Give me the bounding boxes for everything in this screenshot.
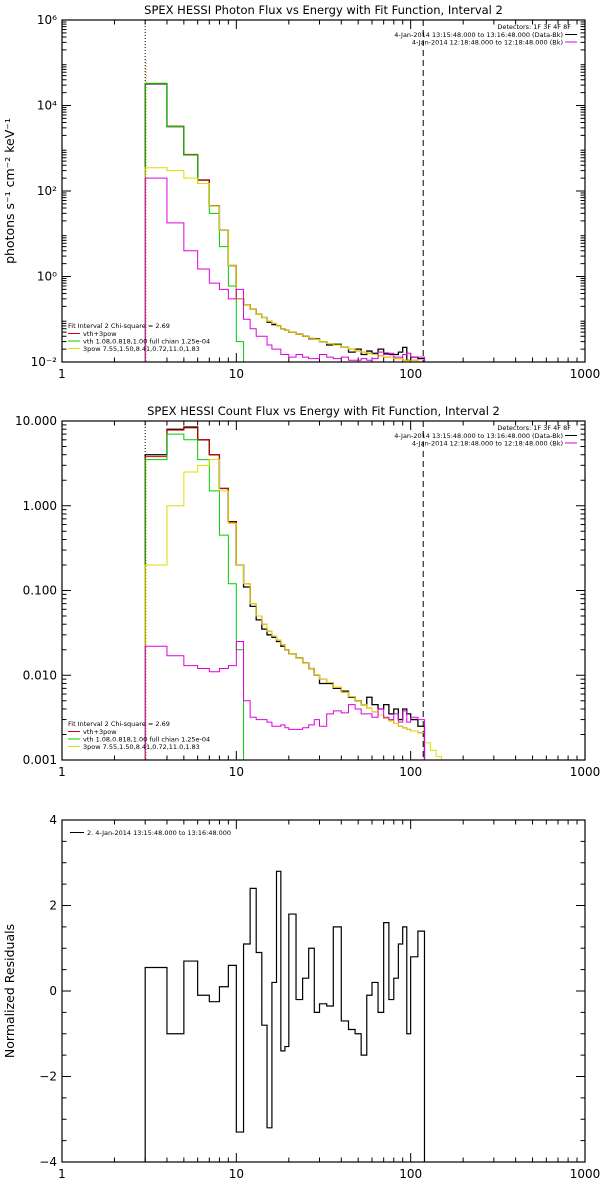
y-tick-label: 0.010 (23, 668, 57, 682)
legend-entry-text: 2. 4-Jan-2014 13:15:48.000 to 13:16:48.0… (87, 829, 231, 837)
y-tick-label: 0 (49, 984, 57, 998)
y-tick-label: −2 (39, 1070, 57, 1084)
series-histogram-1 (144, 870, 426, 1162)
x-tick-label: 1 (58, 765, 66, 779)
legend-entry-text: vth 1.08,0.818,1.00 full chian 1.25e-04 (83, 736, 210, 744)
series-histogram-5 (144, 641, 425, 760)
series-histogram-5 (144, 177, 425, 362)
y-tick-label: 10⁶ (37, 13, 57, 27)
y-tick-label: −4 (39, 1155, 57, 1169)
x-tick-label: 100 (399, 1167, 422, 1181)
legend-detectors: Detectors: 1F 3F 4F 8F (497, 424, 571, 432)
y-axis-label: photons s⁻¹ cm⁻² keV⁻¹ (2, 118, 17, 264)
legend-fit-header: Fit Interval 2 Chi-square = 2.69 (68, 720, 170, 728)
plot-frame (61, 19, 586, 363)
series-histogram-1 (144, 83, 426, 362)
chart-panel-1: SPEX HESSI Photon Flux vs Energy with Fi… (2, 3, 600, 381)
y-tick-label: 0.100 (23, 584, 57, 598)
legend-entry-text: 4-Jan-2014 13:15:48.000 to 13:16:48.000 … (394, 432, 563, 440)
plot-frame (61, 420, 586, 761)
series-histogram-4 (144, 167, 425, 362)
legend-fit-header: Fit Interval 2 Chi-square = 2.69 (68, 322, 170, 330)
plot-frame (61, 819, 586, 1163)
x-tick-label: 10 (229, 1167, 244, 1181)
legend-entry-text: vth+3pow (83, 728, 117, 736)
series-histogram-3 (144, 82, 251, 362)
series-histogram-4 (144, 459, 464, 760)
legend-entry-text: 4-Jan-2014 12:18:48.000 to 12:18:48.000 … (412, 440, 563, 448)
x-tick-label: 1 (58, 1167, 66, 1181)
legend-detectors: Detectors: 1F 3F 4F 8F (497, 23, 571, 31)
legend-entry-text: 4-Jan-2014 13:15:48.000 to 13:16:48.000 … (394, 31, 563, 39)
x-tick-label: 1 (58, 367, 66, 381)
x-tick-label: 1000 (570, 1167, 600, 1181)
series-histogram-1 (144, 426, 426, 760)
chart-title: SPEX HESSI Photon Flux vs Energy with Fi… (144, 3, 503, 17)
y-axis-label: Normalized Residuals (2, 924, 17, 1058)
legend-entry-text: 3pow 7.55,1.50,8.41,0.72,11.0,1.83 (83, 345, 200, 353)
chart-title: SPEX HESSI Count Flux vs Energy with Fit… (147, 404, 500, 418)
y-tick-label: 4 (49, 813, 57, 827)
y-tick-label: 10⁻² (31, 355, 58, 369)
y-tick-label: 10⁰ (37, 270, 57, 284)
y-tick-label: 10² (37, 184, 57, 198)
series-histogram-3 (144, 433, 251, 760)
x-tick-label: 1000 (570, 765, 600, 779)
y-tick-label: 2 (49, 899, 57, 913)
series-histogram-2 (144, 82, 425, 362)
y-tick-label: 10⁴ (37, 99, 57, 113)
x-tick-label: 100 (399, 765, 422, 779)
y-tick-label: 10.000 (15, 414, 57, 428)
chart-panel-3: Normalized Residuals 1 10 100 1000 −4 −2 0 2 4 2. … (2, 813, 600, 1181)
chart-panel-2: SPEX HESSI Count Flux vs Energy with Fit… (15, 404, 600, 779)
series-histogram-2 (144, 427, 425, 760)
y-tick-label: 0.001 (23, 753, 57, 767)
legend-entry-text: 4-Jan-2014 12:18:48.000 to 12:18:48.000 … (412, 39, 563, 47)
x-tick-label: 10 (229, 765, 244, 779)
x-tick-label: 100 (399, 367, 422, 381)
legend-entry-text: 3pow 7.55,1.50,8.41,0.72,11.0,1.83 (83, 743, 200, 751)
legend-entry-text: vth 1.08,0.818,1.00 full chian 1.25e-04 (83, 338, 210, 346)
x-tick-label: 1000 (570, 367, 600, 381)
x-tick-label: 10 (229, 367, 244, 381)
legend-entry-text: vth+3pow (83, 330, 117, 338)
y-tick-label: 1.000 (23, 499, 57, 513)
